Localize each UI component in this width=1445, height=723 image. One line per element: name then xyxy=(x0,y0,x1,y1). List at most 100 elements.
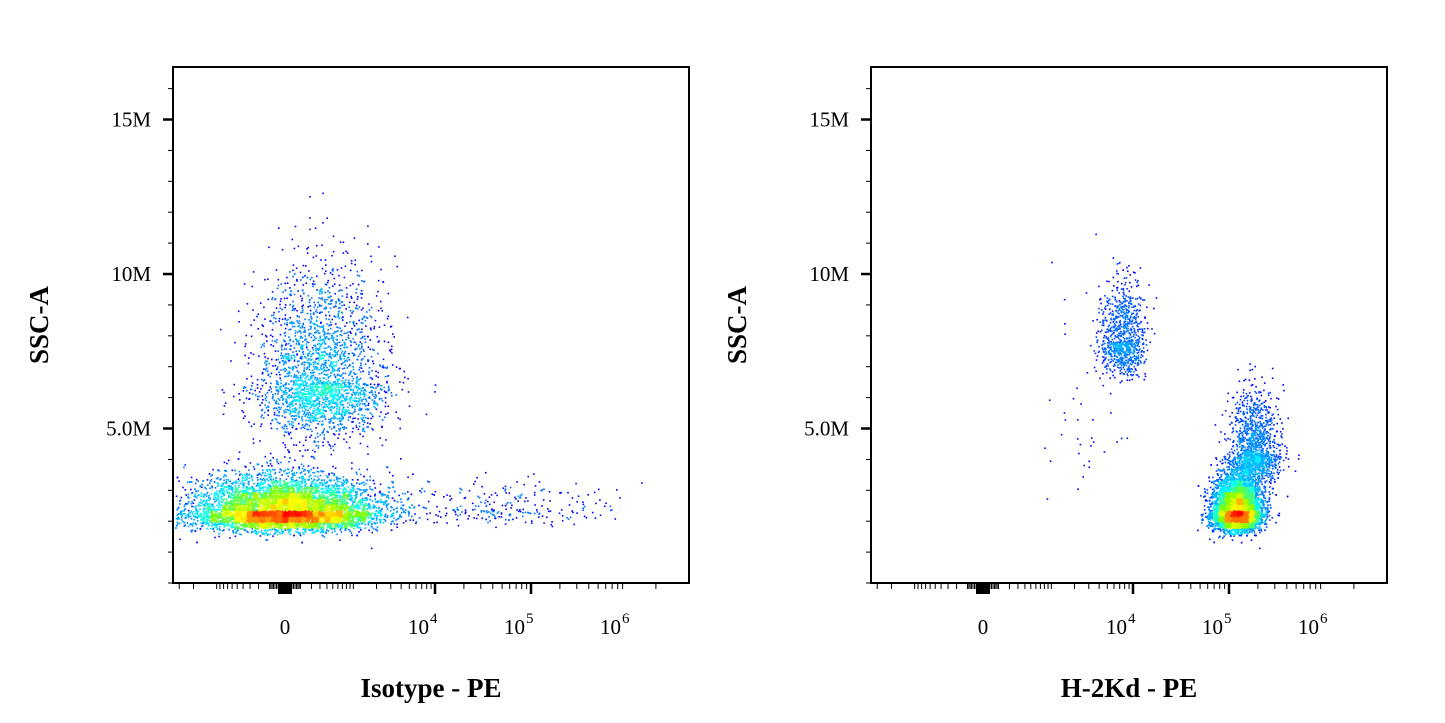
event-dot xyxy=(323,536,326,538)
event-dot xyxy=(319,474,322,477)
event-dot xyxy=(272,484,274,487)
event-dot xyxy=(353,516,356,519)
event-dot xyxy=(312,472,314,474)
event-dot xyxy=(350,499,352,502)
event-dot xyxy=(223,461,226,464)
event-dot xyxy=(194,522,197,524)
event-dot xyxy=(301,467,304,470)
event-dot xyxy=(269,529,272,531)
event-dot xyxy=(177,507,180,510)
event-dot xyxy=(242,498,244,500)
event-dot xyxy=(199,485,201,488)
event-dot xyxy=(184,508,186,511)
event-dot xyxy=(334,488,337,490)
event-dot xyxy=(259,440,261,442)
event-dot xyxy=(291,469,294,471)
event-dot xyxy=(274,524,276,527)
event-dot xyxy=(369,479,371,481)
event-dot xyxy=(261,486,263,489)
event-dot xyxy=(276,503,278,506)
event-dot xyxy=(276,533,279,536)
event-dot xyxy=(282,487,284,489)
event-dot xyxy=(275,526,278,529)
event-dot xyxy=(266,530,269,532)
event-dot xyxy=(251,488,254,491)
event-dot xyxy=(332,465,334,468)
event-dot xyxy=(201,486,203,489)
event-dot xyxy=(275,496,278,498)
event-dot xyxy=(199,522,202,524)
event-dot xyxy=(215,477,218,480)
event-dot xyxy=(286,468,289,470)
event-dot xyxy=(393,517,395,520)
event-dot xyxy=(335,494,337,497)
event-dot xyxy=(218,532,220,535)
event-dot xyxy=(333,479,335,481)
event-dot xyxy=(290,478,293,481)
event-dot xyxy=(192,502,195,505)
event-dot xyxy=(339,477,341,480)
event-dot xyxy=(274,532,276,534)
event-dot xyxy=(218,535,220,538)
event-dot xyxy=(408,506,411,508)
event-dot xyxy=(185,503,187,505)
event-dot xyxy=(182,520,184,523)
event-dot xyxy=(348,528,350,531)
event-dot xyxy=(228,520,231,523)
event-dot xyxy=(319,483,321,485)
event-dot xyxy=(356,524,359,527)
event-dot xyxy=(180,496,183,499)
event-dot xyxy=(361,519,363,522)
event-dot xyxy=(302,465,305,467)
event-dot xyxy=(208,494,210,497)
event-dot xyxy=(380,500,383,503)
event-dot xyxy=(191,525,194,527)
event-dot xyxy=(249,487,251,489)
event-dot xyxy=(380,501,382,504)
event-dot xyxy=(228,495,230,497)
event-dot xyxy=(213,524,216,526)
event-dot xyxy=(307,465,310,467)
event-dot xyxy=(325,511,328,514)
event-dot xyxy=(323,479,326,481)
event-dot xyxy=(334,507,336,510)
event-dot xyxy=(213,496,215,498)
event-dot xyxy=(365,502,367,505)
event-dot xyxy=(247,499,250,501)
event-dot xyxy=(178,480,180,482)
event-dot xyxy=(194,523,197,525)
event-dot xyxy=(295,525,298,527)
event-dot xyxy=(208,512,210,514)
event-dot xyxy=(333,507,335,509)
event-dot xyxy=(359,473,362,476)
event-dot xyxy=(247,497,250,500)
event-dot xyxy=(264,455,267,458)
event-dot xyxy=(226,500,228,502)
event-dot xyxy=(353,494,356,497)
event-dot xyxy=(204,521,206,524)
event-dot xyxy=(358,523,361,526)
event-dot xyxy=(184,489,187,491)
event-dot xyxy=(262,483,265,485)
event-dot xyxy=(355,518,358,521)
event-dot xyxy=(208,519,211,522)
event-dot xyxy=(329,525,331,528)
event-dot xyxy=(354,510,357,512)
event-dot xyxy=(334,483,337,485)
event-dot xyxy=(402,492,404,495)
event-dot xyxy=(302,491,304,494)
event-dot xyxy=(358,531,360,533)
event-dot xyxy=(396,526,398,528)
event-dot xyxy=(346,495,348,498)
event-dot xyxy=(312,508,315,510)
event-dot xyxy=(320,494,323,497)
event-dot xyxy=(241,474,244,476)
event-dot xyxy=(326,480,329,483)
event-dot xyxy=(351,484,353,487)
event-dot xyxy=(214,520,216,523)
event-dot xyxy=(426,518,429,521)
event-dot xyxy=(276,502,279,505)
event-dot xyxy=(359,514,362,517)
event-dot xyxy=(335,502,338,505)
event-dot xyxy=(220,478,222,480)
